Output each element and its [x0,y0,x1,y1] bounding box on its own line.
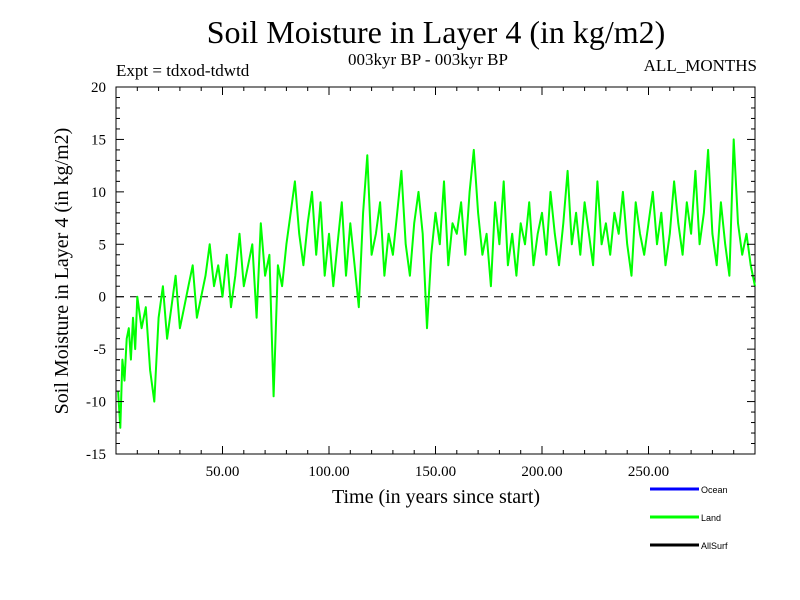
legend-label-land: Land [701,513,721,523]
chart-subtitle: 003kyr BP - 003kyr BP [348,50,508,69]
period-label: ALL_MONTHS [643,56,757,75]
y-tick-label: -5 [94,342,107,358]
x-tick-label: 200.00 [521,464,562,480]
y-tick-label: 15 [91,132,106,148]
x-axis-label: Time (in years since start) [332,486,540,508]
legend-label-allsurf: AllSurf [701,541,728,551]
x-tick-label: 100.00 [308,464,349,480]
y-tick-label: 5 [99,237,107,253]
y-tick-label: 10 [91,185,106,201]
y-tick-label: -10 [86,395,106,411]
x-tick-label: 50.00 [206,464,240,480]
x-tick-label: 150.00 [415,464,456,480]
series-line-land [117,138,756,429]
experiment-label: Expt = tdxod-tdwtd [116,61,250,80]
y-tick-label: -15 [86,447,106,463]
y-axis: -15 -10 -5 0 5 10 15 20 [86,80,755,463]
legend-label-ocean: Ocean [701,485,728,495]
y-tick-label: 20 [91,80,106,96]
plot-area [115,86,756,455]
y-tick-label: 0 [99,290,107,306]
legend: Ocean Land AllSurf [650,485,728,551]
x-axis: 50.00 100.00 150.00 200.00 250.00 [136,87,735,480]
x-tick-label: 250.00 [628,464,669,480]
y-axis-label: Soil Moisture in Layer 4 (in kg/m2) [51,128,73,415]
chart-title: Soil Moisture in Layer 4 (in kg/m2) [206,14,666,50]
